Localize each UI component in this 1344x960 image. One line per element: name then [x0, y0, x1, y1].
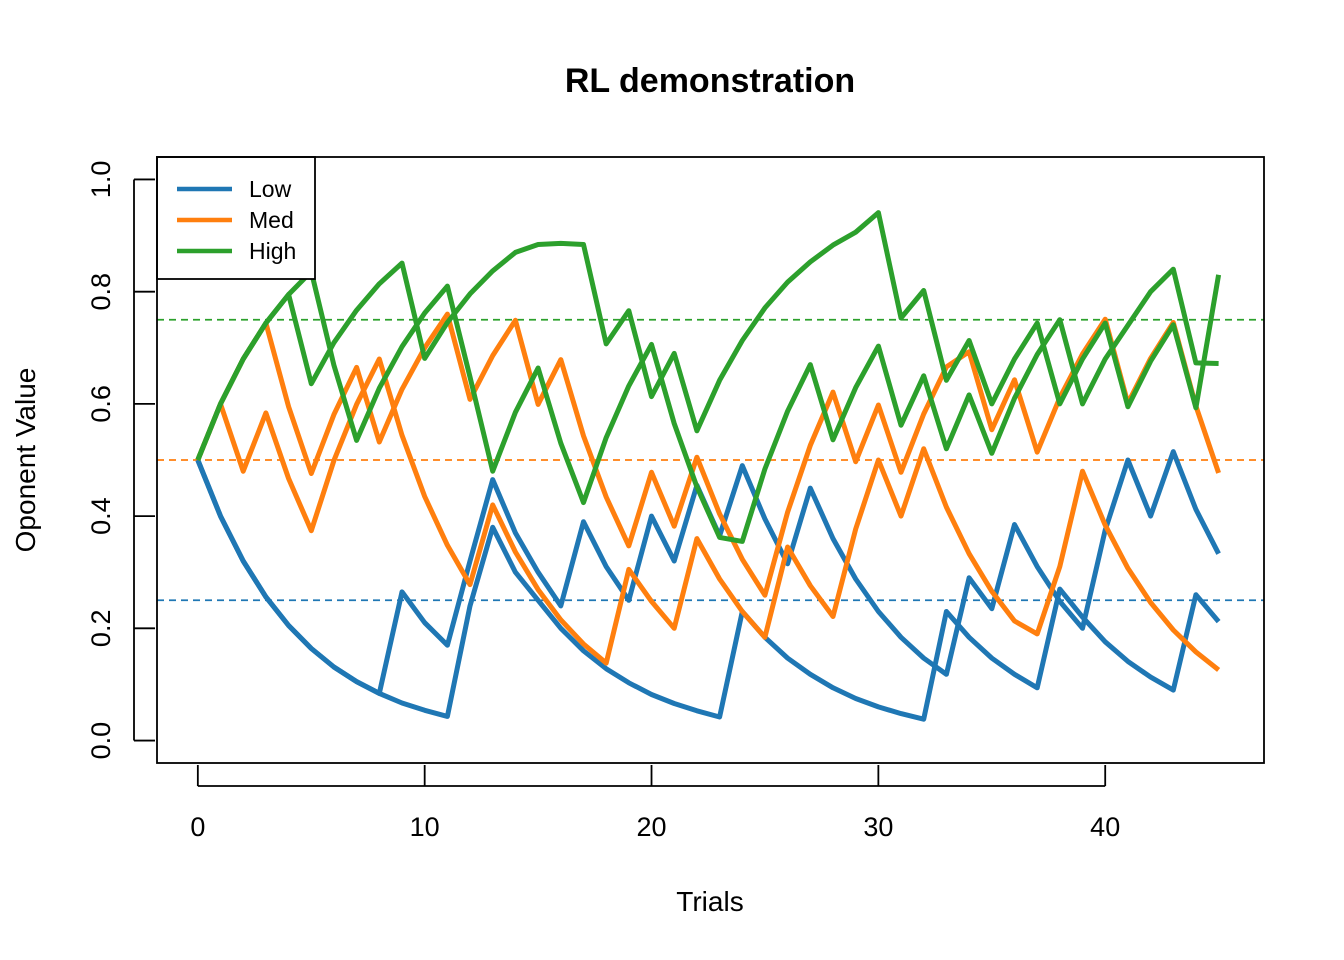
y-tick-label: 0.0	[86, 722, 116, 760]
reference-lines	[157, 318, 1264, 602]
x-tick-label: 20	[636, 812, 666, 842]
y-axis-label: Oponent Value	[10, 368, 41, 553]
y-tick-label: 1.0	[86, 161, 116, 199]
series-line-high-5	[195, 266, 1219, 544]
legend-label-med: Med	[249, 207, 294, 233]
x-axis: 0 10 20 30 40	[190, 765, 1120, 842]
x-axis-label: Trials	[676, 886, 743, 917]
x-tick-label: 40	[1090, 812, 1120, 842]
x-tick-label: 10	[410, 812, 440, 842]
y-tick-label: 0.2	[86, 610, 116, 648]
legend-label-high: High	[249, 238, 296, 264]
legend: Low Med High	[156, 156, 316, 280]
y-tick-label: 0.6	[86, 385, 116, 423]
x-tick-label: 30	[863, 812, 893, 842]
x-tick-label: 0	[190, 812, 205, 842]
series-line-med-4	[195, 311, 1221, 598]
legend-label-low: Low	[249, 176, 292, 202]
series-line-med-3	[195, 356, 1221, 672]
series-lines	[195, 210, 1222, 722]
y-axis: 0.0 0.2 0.4 0.6 0.8 1.0	[86, 161, 155, 760]
y-tick-label: 0.4	[86, 497, 116, 535]
y-tick-label: 0.8	[86, 273, 116, 311]
chart-title: RL demonstration	[565, 62, 855, 100]
plot-frame	[156, 156, 1265, 764]
series-line-high-6	[195, 210, 1222, 461]
